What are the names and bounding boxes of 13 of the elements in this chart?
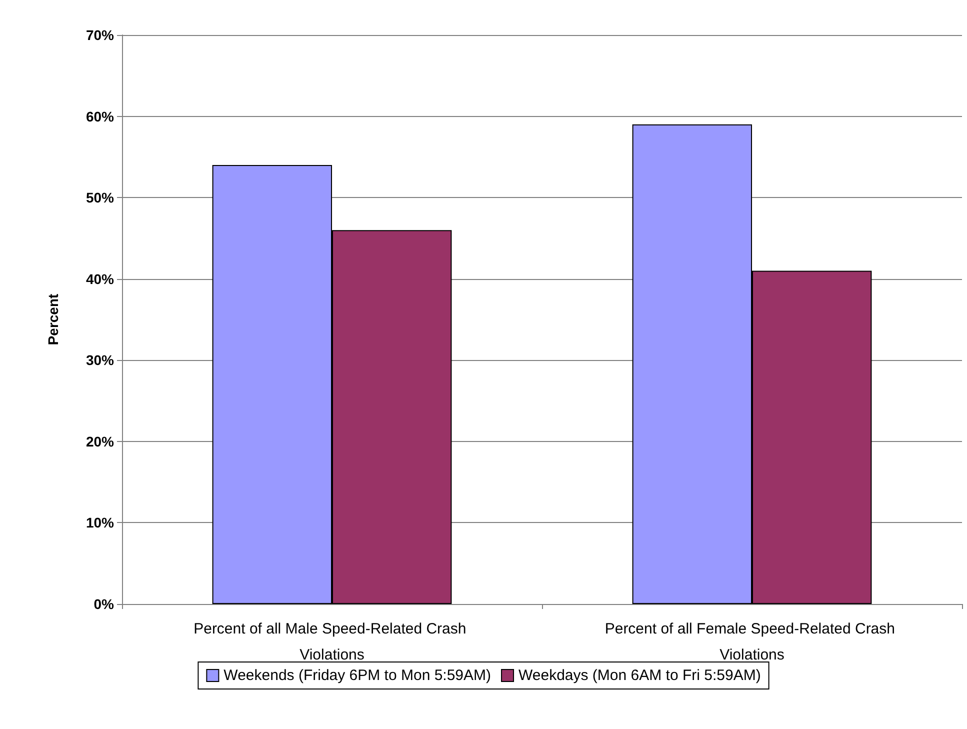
y-tick-label: 70%: [86, 27, 115, 43]
y-tick-label: 40%: [86, 270, 115, 287]
legend-label: Weekends (Friday 6PM to Mon 5:59AM): [224, 667, 492, 684]
y-tick-label: 0%: [94, 596, 115, 612]
x-tick-label: Percent of all Female Speed-Related Crash Violations: [604, 620, 900, 664]
y-tick-label: 20%: [86, 433, 115, 450]
legend-label: Weekdays (Mon 6AM to Fri 5:59AM): [518, 667, 761, 684]
y-tick-label: 30%: [86, 352, 115, 368]
y-tick-label: 50%: [86, 190, 115, 206]
y-tick-label: 60%: [86, 108, 115, 124]
x-tick-label: Percent of all Male Speed-Related Crash Violations: [194, 620, 470, 664]
y-axis-title: Percent: [45, 293, 61, 346]
y-tick-label: 10%: [86, 514, 115, 531]
